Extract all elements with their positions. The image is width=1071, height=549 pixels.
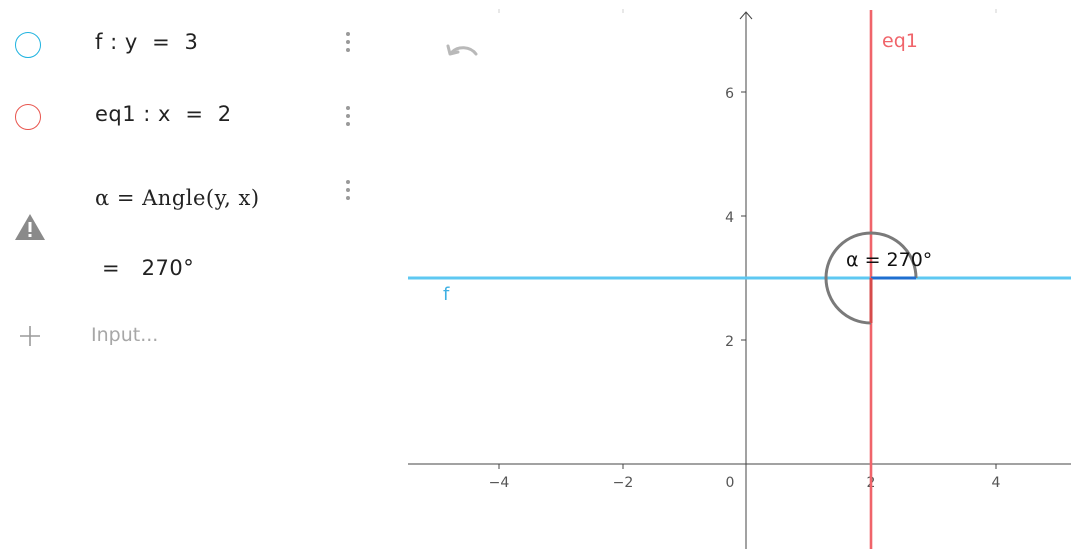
x-tick-label: −2 xyxy=(613,475,634,491)
x-tick-label: 0 xyxy=(726,475,735,491)
y-tick-label: 2 xyxy=(725,334,734,350)
angle-arc[interactable] xyxy=(824,231,918,325)
formula-eq1[interactable]: eq1 : x = 2 xyxy=(95,102,232,126)
x-ticks xyxy=(498,464,997,469)
formula-alpha[interactable]: α = Angle(y, x) xyxy=(95,186,260,210)
y-axis-arrow xyxy=(739,11,753,20)
algebra-view: f : y = 3 eq1 : x = 2 α = Angle(y, x) = … xyxy=(0,0,408,549)
angle-label[interactable]: α = 270° xyxy=(846,249,932,271)
x-tick-label: −4 xyxy=(489,475,510,491)
visibility-toggle-f[interactable] xyxy=(15,32,41,58)
y-tick-label: 6 xyxy=(725,86,734,102)
line-f-label[interactable]: f xyxy=(443,284,450,305)
algebra-row-f[interactable]: f : y = 3 xyxy=(0,28,408,64)
warning-icon xyxy=(15,214,45,240)
graphics-view[interactable]: −4 −2 0 2 4 6 4 2 f eq1 α = 270° xyxy=(408,0,1071,549)
y-tick-label: 4 xyxy=(725,210,734,226)
input-bar[interactable]: Input... xyxy=(0,318,408,354)
top-stubs xyxy=(498,9,997,13)
line-eq1-label[interactable]: eq1 xyxy=(882,30,918,52)
undo-icon[interactable] xyxy=(444,40,480,68)
x-tick-label: 4 xyxy=(992,475,1001,491)
formula-alpha-value: = 270° xyxy=(102,256,195,280)
more-vert-icon[interactable] xyxy=(343,32,353,58)
plus-icon[interactable] xyxy=(18,318,42,354)
visibility-toggle-eq1[interactable] xyxy=(15,104,41,130)
more-vert-icon[interactable] xyxy=(343,180,353,206)
formula-f[interactable]: f : y = 3 xyxy=(95,30,199,54)
algebra-row-eq1[interactable]: eq1 : x = 2 xyxy=(0,100,408,136)
input-placeholder[interactable]: Input... xyxy=(91,324,159,346)
algebra-row-alpha[interactable]: α = Angle(y, x) = 270° xyxy=(0,176,408,286)
y-ticks xyxy=(741,91,746,341)
more-vert-icon[interactable] xyxy=(343,106,353,132)
